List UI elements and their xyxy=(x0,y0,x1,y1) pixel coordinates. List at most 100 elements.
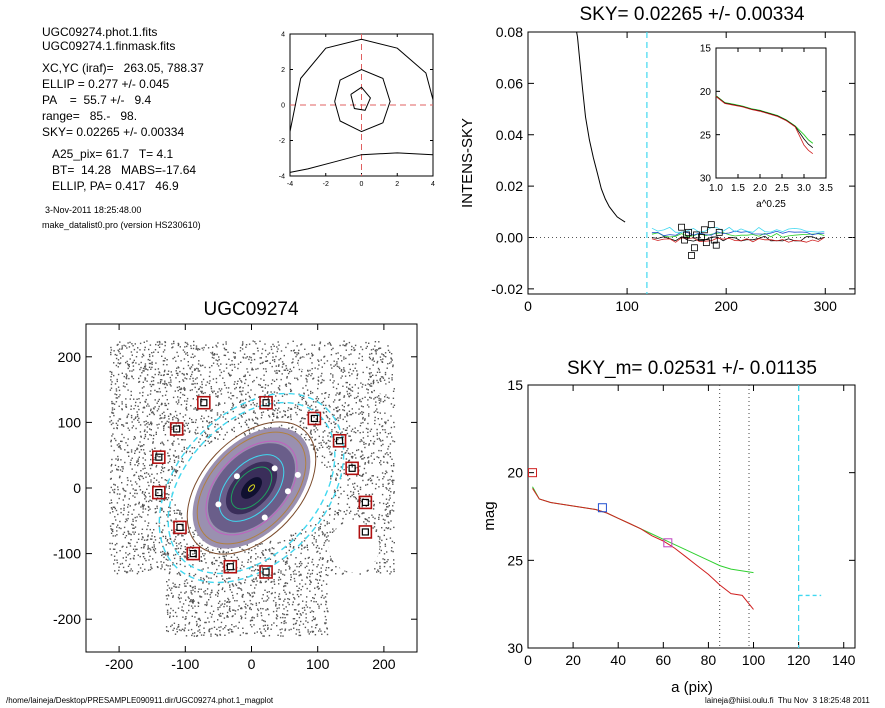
noise-dot xyxy=(368,356,371,358)
noise-dot xyxy=(125,535,128,537)
noise-dot xyxy=(142,477,145,480)
noise-dot xyxy=(311,444,314,446)
sky-box xyxy=(186,546,201,561)
noise-dot xyxy=(334,426,336,429)
noise-dot xyxy=(187,531,190,533)
noise-dot xyxy=(252,402,254,404)
noise-dot xyxy=(187,554,189,556)
noise-dot xyxy=(149,538,152,540)
noise-dot xyxy=(384,429,386,431)
noise-dot xyxy=(233,363,236,366)
noise-dot xyxy=(324,464,326,466)
noise-dot xyxy=(244,606,246,608)
noise-dot xyxy=(136,492,138,495)
noise-dot xyxy=(236,383,238,385)
profile-xlabel: a (pix) xyxy=(671,679,713,696)
noise-dot xyxy=(376,379,378,382)
noise-dot xyxy=(392,550,394,553)
noise-dot xyxy=(338,509,340,511)
noise-dot xyxy=(136,572,139,575)
noise-dot xyxy=(181,606,183,608)
noise-dot xyxy=(113,563,115,565)
noise-dot xyxy=(211,408,213,411)
noise-dot xyxy=(325,622,327,624)
noise-dot xyxy=(292,358,294,360)
noise-dot xyxy=(142,505,145,507)
noise-dot xyxy=(124,496,126,498)
noise-dot xyxy=(141,538,143,541)
noise-dot xyxy=(299,574,301,576)
noise-dot xyxy=(234,356,236,358)
noise-dot xyxy=(350,510,352,512)
noise-dot xyxy=(142,503,144,506)
noise-dot xyxy=(278,604,281,606)
noise-dot xyxy=(330,559,332,561)
noise-dot xyxy=(177,366,179,368)
noise-dot xyxy=(164,404,166,407)
noise-dot xyxy=(347,448,349,450)
noise-dot xyxy=(121,408,123,411)
noise-dot xyxy=(351,408,353,410)
noise-dot xyxy=(161,495,163,497)
noise-dot xyxy=(360,382,362,384)
noise-dot xyxy=(179,370,181,373)
noise-dot xyxy=(185,635,188,637)
noise-dot xyxy=(263,600,265,602)
noise-dot xyxy=(335,573,337,575)
noise-dot xyxy=(378,399,380,401)
noise-dot xyxy=(322,532,324,534)
noise-dot xyxy=(196,634,199,637)
noise-dot xyxy=(157,566,159,569)
noise-dot xyxy=(175,586,178,588)
mask-hole xyxy=(128,379,137,388)
noise-dot xyxy=(164,357,166,359)
noise-dot xyxy=(361,355,363,358)
noise-dot xyxy=(125,490,127,492)
noise-dot xyxy=(215,395,217,398)
noise-dot xyxy=(161,402,163,405)
noise-dot xyxy=(244,374,246,376)
noise-dot xyxy=(292,350,295,352)
noise-dot xyxy=(245,357,247,359)
noise-dot xyxy=(204,558,206,560)
noise-dot xyxy=(274,596,276,599)
noise-dot xyxy=(373,398,375,400)
noise-dot xyxy=(277,579,280,581)
noise-dot xyxy=(262,635,264,637)
noise-dot xyxy=(319,342,321,345)
noise-dot xyxy=(331,531,334,533)
noise-dot xyxy=(111,528,114,531)
noise-dot xyxy=(187,556,190,559)
noise-dot xyxy=(132,345,134,347)
noise-dot xyxy=(304,609,306,611)
noise-dot xyxy=(306,606,309,608)
noise-dot xyxy=(393,465,395,467)
noise-dot xyxy=(310,392,312,395)
noise-dot xyxy=(150,454,152,456)
noise-dot xyxy=(245,346,247,348)
noise-dot xyxy=(298,587,300,589)
noise-dot xyxy=(225,341,227,343)
noise-dot xyxy=(335,479,337,481)
sky-title: SKY= 0.02265 +/- 0.00334 xyxy=(579,4,804,25)
noise-dot xyxy=(202,426,204,428)
noise-dot xyxy=(331,413,334,416)
noise-dot xyxy=(139,349,141,351)
noise-dot xyxy=(172,442,174,444)
noise-dot xyxy=(160,472,162,474)
noise-dot xyxy=(254,341,256,343)
noise-dot xyxy=(163,467,166,469)
noise-dot xyxy=(172,582,174,584)
noise-dot xyxy=(322,533,324,536)
noise-dot xyxy=(270,581,272,583)
noise-dot xyxy=(156,424,158,426)
noise-dot xyxy=(211,563,214,565)
noise-dot xyxy=(140,366,142,369)
noise-dot xyxy=(292,601,294,603)
noise-dot xyxy=(146,340,148,342)
noise-dot xyxy=(363,443,365,445)
noise-dot xyxy=(151,448,153,451)
noise-dot xyxy=(263,628,265,630)
noise-dot xyxy=(142,563,144,565)
noise-dot xyxy=(157,492,159,494)
